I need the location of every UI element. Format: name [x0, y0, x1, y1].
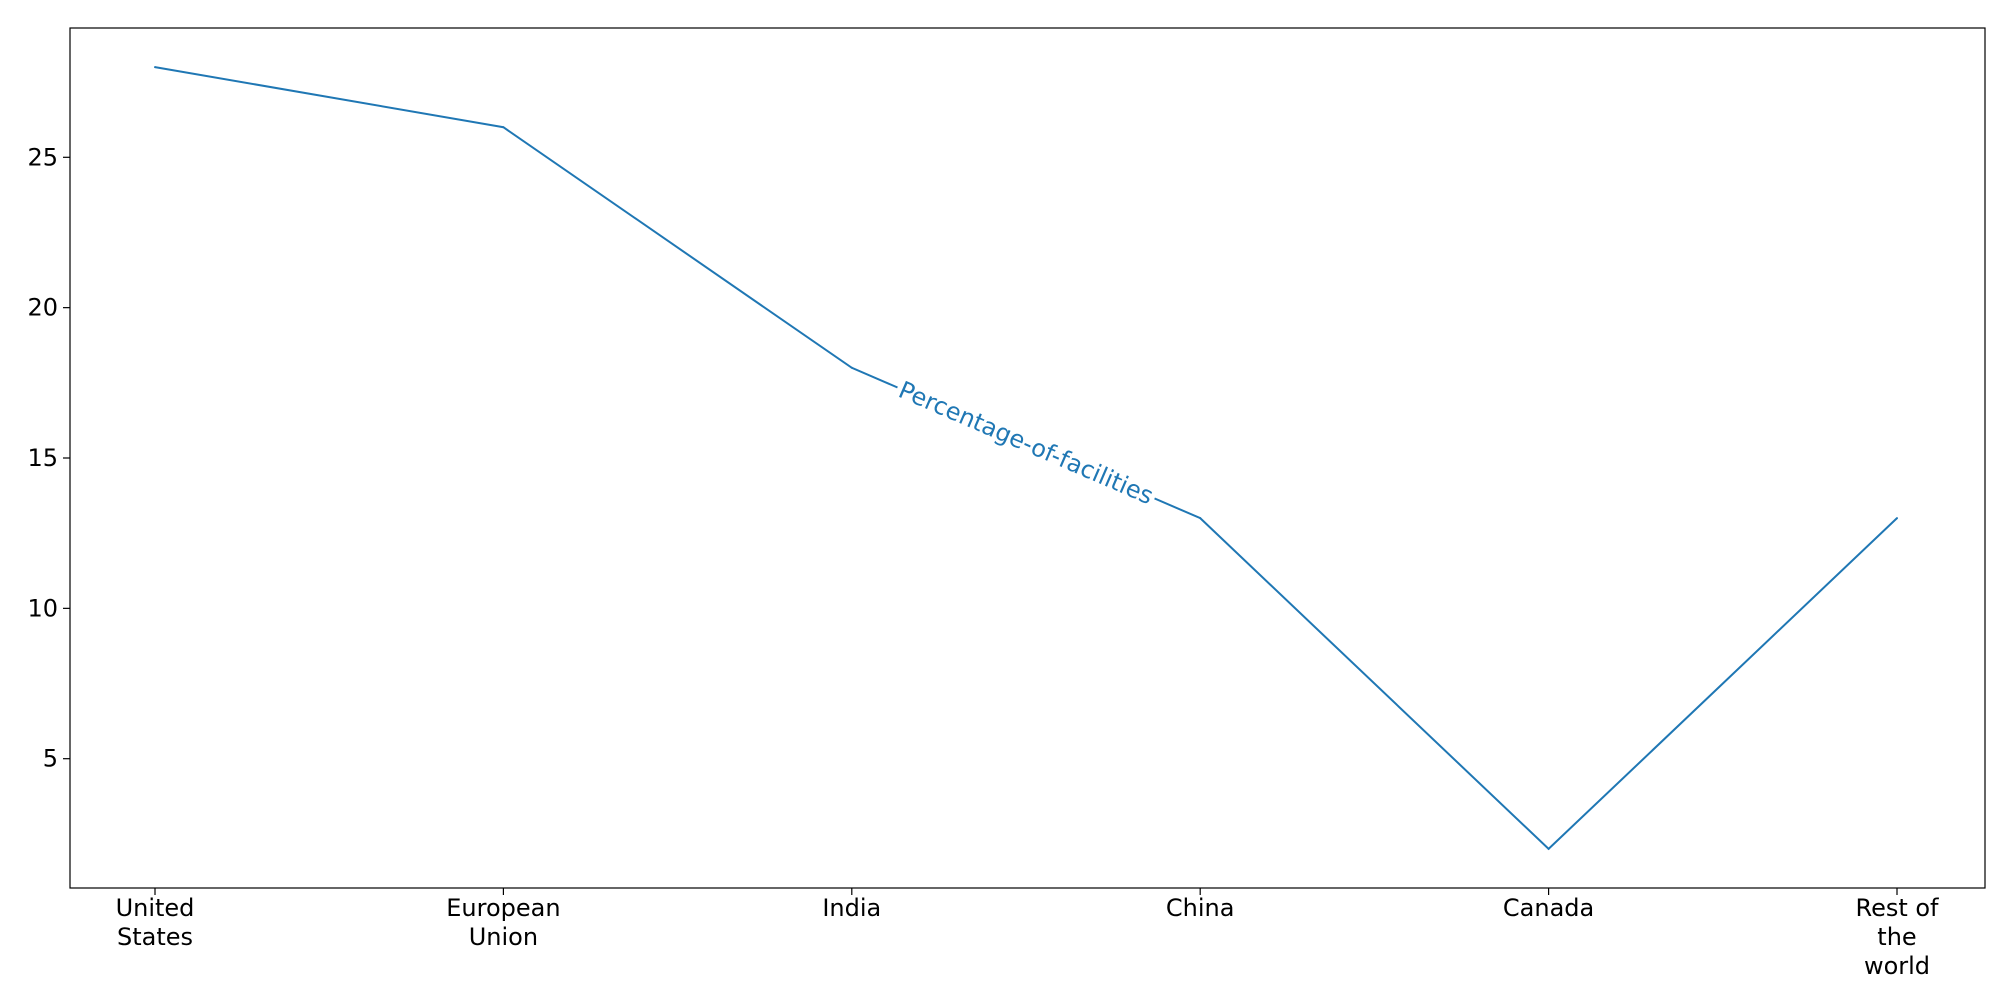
x-axis: United States European Union India China Canad… — [116, 888, 1939, 980]
data-point — [1199, 517, 1202, 520]
data-point — [502, 126, 505, 129]
x-tick-label-line: Canada — [1503, 894, 1594, 922]
y-tick-label: 20 — [27, 294, 58, 322]
x-tick-label: Canada — [1503, 894, 1594, 922]
y-tick-label: 5 — [43, 745, 58, 773]
x-tick-label: United States — [116, 894, 195, 951]
x-tick-label-line: United — [116, 894, 195, 922]
x-tick-label-line: the — [1877, 923, 1916, 951]
x-tick-label-line: world — [1864, 952, 1930, 980]
x-tick-label-line: China — [1166, 894, 1235, 922]
inline-label-background — [891, 374, 1161, 512]
y-axis: 5 10 15 20 25 — [27, 143, 70, 773]
data-point — [154, 66, 156, 69]
x-tick-label: India — [822, 894, 881, 922]
x-tick-label: European Union — [446, 894, 560, 951]
data-point — [850, 366, 853, 369]
x-tick-label: China — [1166, 894, 1235, 922]
x-tick-label-line: European — [446, 894, 560, 922]
x-tick-label-line: States — [117, 923, 193, 951]
data-point — [1547, 847, 1550, 850]
x-tick-label-line: India — [822, 894, 881, 922]
data-point — [1896, 517, 1898, 520]
y-tick-label: 10 — [27, 594, 58, 622]
x-tick-label-line: Rest of — [1855, 894, 1939, 922]
y-tick-label: 25 — [27, 143, 58, 171]
x-tick-label-line: Union — [469, 923, 538, 951]
y-tick-label: 15 — [27, 444, 58, 472]
x-tick-label: Rest of the world — [1855, 894, 1939, 980]
